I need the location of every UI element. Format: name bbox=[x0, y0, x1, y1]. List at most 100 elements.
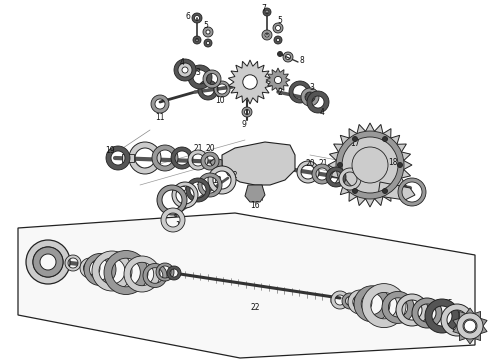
Wedge shape bbox=[362, 284, 406, 328]
Text: 10: 10 bbox=[215, 95, 225, 104]
Text: 23: 23 bbox=[123, 251, 133, 260]
Text: 3: 3 bbox=[196, 68, 200, 77]
Wedge shape bbox=[204, 39, 212, 47]
Text: 3: 3 bbox=[310, 82, 315, 91]
Wedge shape bbox=[65, 255, 81, 271]
Wedge shape bbox=[203, 70, 221, 88]
Text: 26: 26 bbox=[43, 240, 53, 249]
Text: 19: 19 bbox=[375, 163, 385, 172]
Polygon shape bbox=[222, 142, 295, 185]
Wedge shape bbox=[26, 240, 70, 284]
Wedge shape bbox=[331, 291, 349, 309]
Wedge shape bbox=[174, 59, 196, 81]
Wedge shape bbox=[354, 286, 390, 322]
Wedge shape bbox=[192, 13, 202, 23]
Wedge shape bbox=[188, 150, 208, 170]
Text: 4: 4 bbox=[319, 108, 324, 117]
Wedge shape bbox=[171, 147, 193, 169]
Wedge shape bbox=[157, 185, 187, 215]
Wedge shape bbox=[441, 304, 473, 336]
Wedge shape bbox=[382, 291, 414, 323]
Wedge shape bbox=[348, 290, 372, 314]
Wedge shape bbox=[167, 266, 181, 280]
Text: 12: 12 bbox=[228, 171, 238, 180]
Circle shape bbox=[383, 189, 388, 193]
Wedge shape bbox=[203, 27, 213, 37]
Wedge shape bbox=[242, 107, 252, 117]
Wedge shape bbox=[457, 313, 483, 339]
Wedge shape bbox=[342, 293, 358, 309]
Wedge shape bbox=[301, 88, 319, 106]
Wedge shape bbox=[151, 95, 169, 113]
Circle shape bbox=[274, 76, 282, 84]
Wedge shape bbox=[326, 167, 346, 187]
Text: 7: 7 bbox=[262, 4, 267, 13]
Wedge shape bbox=[412, 298, 442, 328]
Wedge shape bbox=[263, 8, 271, 16]
Polygon shape bbox=[245, 185, 265, 202]
Circle shape bbox=[352, 147, 388, 183]
Text: 19: 19 bbox=[105, 145, 115, 154]
Circle shape bbox=[383, 136, 388, 141]
Text: 20: 20 bbox=[305, 158, 315, 167]
Polygon shape bbox=[210, 158, 222, 170]
Wedge shape bbox=[129, 142, 161, 174]
Wedge shape bbox=[273, 23, 283, 33]
Polygon shape bbox=[378, 182, 415, 200]
Text: 20: 20 bbox=[205, 144, 215, 153]
Wedge shape bbox=[339, 168, 361, 190]
Wedge shape bbox=[33, 247, 63, 277]
Wedge shape bbox=[124, 256, 160, 292]
Polygon shape bbox=[18, 213, 475, 358]
Circle shape bbox=[397, 162, 402, 167]
Circle shape bbox=[355, 150, 385, 180]
Wedge shape bbox=[104, 251, 148, 294]
Circle shape bbox=[338, 162, 343, 167]
Text: 15: 15 bbox=[177, 184, 187, 193]
Text: 25: 25 bbox=[443, 298, 453, 307]
Wedge shape bbox=[312, 164, 332, 184]
Wedge shape bbox=[214, 81, 230, 97]
Wedge shape bbox=[283, 52, 293, 62]
Wedge shape bbox=[201, 152, 219, 170]
Wedge shape bbox=[289, 81, 311, 103]
Wedge shape bbox=[336, 131, 404, 199]
Text: 5: 5 bbox=[277, 15, 282, 24]
Polygon shape bbox=[453, 308, 487, 344]
Wedge shape bbox=[156, 263, 174, 281]
Polygon shape bbox=[266, 68, 290, 92]
Wedge shape bbox=[307, 91, 329, 113]
Text: 14: 14 bbox=[195, 177, 205, 186]
Text: 22: 22 bbox=[250, 303, 260, 312]
Text: 9: 9 bbox=[242, 120, 246, 129]
Text: 5: 5 bbox=[203, 21, 208, 30]
Text: 1: 1 bbox=[175, 220, 180, 230]
Wedge shape bbox=[84, 253, 116, 285]
Wedge shape bbox=[172, 182, 198, 208]
Wedge shape bbox=[274, 36, 282, 44]
Polygon shape bbox=[328, 123, 412, 207]
Text: 11: 11 bbox=[155, 113, 165, 122]
Wedge shape bbox=[80, 258, 100, 278]
Text: 6: 6 bbox=[186, 12, 191, 21]
Wedge shape bbox=[143, 264, 167, 288]
Text: 2: 2 bbox=[278, 87, 282, 96]
Text: 13: 13 bbox=[212, 176, 222, 185]
Wedge shape bbox=[152, 145, 178, 171]
Wedge shape bbox=[262, 30, 272, 40]
Bar bbox=[122, 154, 134, 162]
Wedge shape bbox=[106, 146, 130, 170]
Wedge shape bbox=[161, 208, 185, 232]
Wedge shape bbox=[193, 36, 201, 44]
Text: 24: 24 bbox=[375, 288, 385, 297]
Wedge shape bbox=[186, 178, 210, 202]
Wedge shape bbox=[398, 178, 426, 206]
Wedge shape bbox=[198, 80, 218, 100]
Circle shape bbox=[352, 136, 358, 141]
Text: 21: 21 bbox=[318, 158, 328, 167]
Wedge shape bbox=[92, 251, 132, 291]
Wedge shape bbox=[188, 65, 212, 89]
Text: 16: 16 bbox=[250, 201, 260, 210]
Wedge shape bbox=[198, 173, 222, 197]
Text: 4: 4 bbox=[179, 58, 184, 67]
